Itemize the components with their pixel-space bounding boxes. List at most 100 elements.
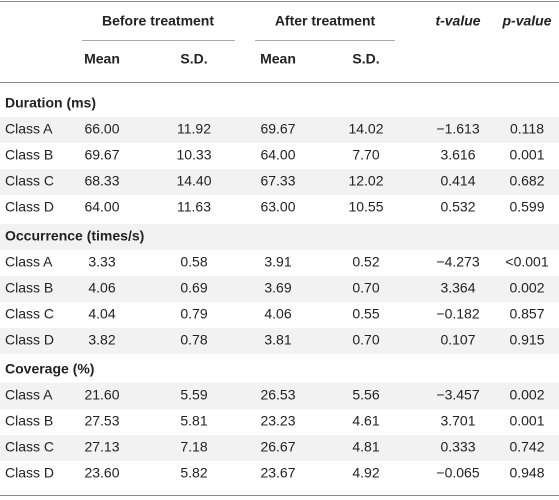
cell: 0.532 (440, 199, 475, 215)
row-label: Class A (5, 121, 53, 137)
sub-header: Mean (84, 51, 120, 67)
cell: 7.18 (180, 439, 207, 455)
row-stripe (0, 276, 559, 302)
row-stripe (0, 328, 559, 354)
cell: 4.06 (264, 306, 291, 322)
cell: 0.58 (180, 254, 207, 270)
cell: 26.67 (260, 439, 295, 455)
cell: −1.613 (436, 121, 479, 137)
cell: 64.00 (84, 199, 119, 215)
cell: 26.53 (260, 387, 295, 403)
cell: 66.00 (84, 121, 119, 137)
cell: 4.92 (352, 465, 379, 481)
group-header: Before treatment (102, 13, 214, 29)
cell: 0.79 (180, 306, 207, 322)
cell: 0.857 (509, 306, 544, 322)
row-label: Class A (5, 254, 53, 270)
row-label: Class D (5, 199, 54, 215)
row-label: Class B (5, 280, 53, 296)
sub-header: Mean (260, 51, 296, 67)
cell: 4.61 (352, 413, 379, 429)
cell: 0.69 (180, 280, 207, 296)
cell: 3.701 (440, 413, 475, 429)
row-label: Class D (5, 465, 54, 481)
cell: 0.55 (352, 306, 379, 322)
row-stripe (0, 117, 559, 143)
cell: 3.33 (88, 254, 115, 270)
row-label: Class B (5, 147, 53, 163)
row-stripe (0, 435, 559, 461)
cell: 3.69 (264, 280, 291, 296)
cell: −0.182 (436, 306, 479, 322)
cell: 0.599 (509, 199, 544, 215)
row-label: Class B (5, 413, 53, 429)
cell: 0.001 (509, 413, 544, 429)
cell: 67.33 (260, 173, 295, 189)
cell: 3.91 (264, 254, 291, 270)
cell: 0.001 (509, 147, 544, 163)
row-label: Class D (5, 332, 54, 348)
cell: 4.04 (88, 306, 115, 322)
cell: 7.70 (352, 147, 379, 163)
cell: 5.81 (180, 413, 207, 429)
cell: 23.23 (260, 413, 295, 429)
cell: 12.02 (348, 173, 383, 189)
row-label: Class A (5, 387, 53, 403)
cell: 23.60 (84, 465, 119, 481)
cell: <0.001 (505, 254, 548, 270)
cell: 21.60 (84, 387, 119, 403)
row-stripe (0, 383, 559, 409)
cell: 11.92 (177, 121, 211, 137)
cell: 0.118 (510, 121, 544, 137)
cell: 14.02 (348, 121, 383, 137)
sub-header: S.D. (352, 51, 379, 67)
cell: 64.00 (260, 147, 295, 163)
cell: 4.81 (352, 439, 379, 455)
cell: 0.742 (509, 439, 544, 455)
cell: 5.59 (180, 387, 207, 403)
section-title: Duration (ms) (5, 95, 96, 111)
cell: −3.457 (436, 387, 479, 403)
cell: 27.13 (84, 439, 119, 455)
row-stripe (0, 169, 559, 195)
cell: 0.70 (352, 332, 379, 348)
cell: 0.414 (440, 173, 475, 189)
cell: 0.52 (352, 254, 379, 270)
cell: −4.273 (436, 254, 479, 270)
cell: 0.915 (509, 332, 544, 348)
cell: 69.67 (84, 147, 119, 163)
row-label: Class C (5, 173, 54, 189)
column-header: t-value (435, 13, 480, 29)
cell: 0.682 (509, 173, 544, 189)
cell: 0.78 (180, 332, 207, 348)
cell: 4.06 (88, 280, 115, 296)
section-title: Occurrence (times/s) (5, 228, 144, 244)
cell: 0.70 (352, 280, 379, 296)
cell: 3.616 (440, 147, 475, 163)
cell: 3.81 (264, 332, 291, 348)
cell: −0.065 (436, 465, 479, 481)
section-title: Coverage (%) (5, 361, 94, 377)
row-label: Class C (5, 439, 54, 455)
row-stripe (0, 224, 559, 250)
row-label: Class C (5, 306, 54, 322)
group-header: After treatment (275, 13, 376, 29)
cell: 63.00 (260, 199, 295, 215)
cell: 0.333 (440, 439, 475, 455)
cell: 11.63 (177, 199, 211, 215)
cell: 3.364 (440, 280, 475, 296)
cell: 0.002 (509, 280, 544, 296)
cell: 10.55 (348, 199, 383, 215)
cell: 0.948 (509, 465, 544, 481)
cell: 10.33 (176, 147, 211, 163)
cell: 0.107 (440, 332, 475, 348)
cell: 3.82 (88, 332, 115, 348)
cell: 0.002 (509, 387, 544, 403)
cell: 5.56 (352, 387, 379, 403)
cell: 69.67 (260, 121, 295, 137)
column-header: p-value (501, 13, 551, 29)
cell: 14.40 (176, 173, 211, 189)
cell: 68.33 (84, 173, 119, 189)
cell: 27.53 (84, 413, 119, 429)
